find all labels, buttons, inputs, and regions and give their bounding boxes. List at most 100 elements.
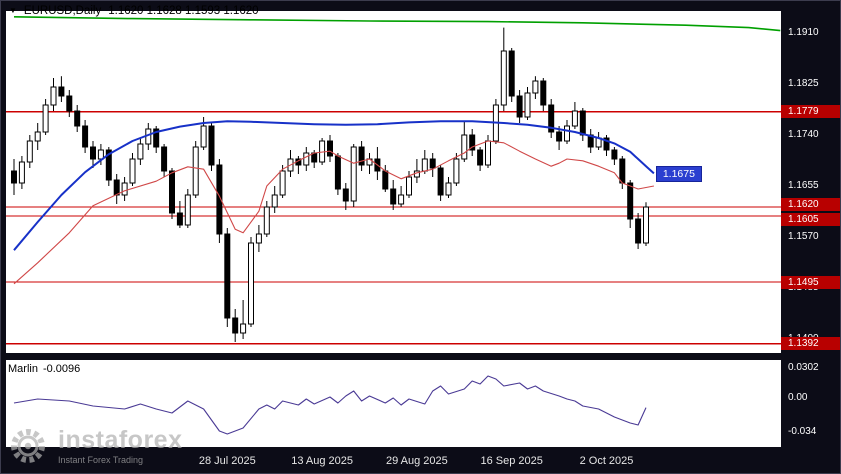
price-scale[interactable]: 1.19101.18251.17401.16551.15701.14851.14…: [781, 1, 840, 473]
candle-body: [26, 140, 33, 163]
candle-body: [342, 188, 349, 202]
candle-body: [445, 182, 452, 196]
date-label: 2 Oct 2025: [579, 455, 634, 467]
candle-body: [232, 317, 239, 334]
candle-body: [421, 158, 428, 172]
price-level-badge: 1.1495: [781, 275, 840, 289]
candle-body: [82, 125, 89, 148]
candle-body: [327, 140, 333, 157]
price-scale-tick: 1.1825: [788, 78, 819, 89]
symbol-dropdown-icon[interactable]: ▼: [9, 6, 17, 15]
candle-body: [66, 95, 73, 112]
candle-body: [532, 80, 539, 94]
candle-body: [643, 206, 649, 244]
candle-body: [240, 323, 247, 334]
candle-body: [34, 131, 41, 142]
candle-body: [453, 158, 460, 184]
red-mid-ma: [13, 140, 655, 285]
indicator-value: -0.0096: [42, 363, 81, 375]
candle-body: [350, 146, 357, 202]
candle-body: [477, 149, 484, 166]
candle-body: [619, 158, 626, 184]
candle-body: [390, 188, 397, 205]
indicator-scale-tick: -0.034: [788, 426, 817, 437]
price-scale-tick: 1.1655: [788, 180, 819, 191]
candle-body: [358, 146, 365, 166]
candle-body: [508, 50, 515, 97]
candle-body: [469, 134, 476, 151]
price-scale-tick: 1.1740: [788, 129, 819, 140]
candle-body: [571, 110, 578, 127]
indicator-panel[interactable]: [6, 360, 781, 447]
price-level-badge: 1.1392: [781, 337, 840, 351]
indicator-label: Marlin -0.0096: [8, 363, 80, 375]
candle-body: [11, 170, 17, 184]
candle-body: [74, 110, 81, 127]
candle-body: [556, 131, 563, 142]
candle-body: [121, 182, 128, 196]
candle-body: [176, 212, 183, 226]
candle-body: [271, 194, 278, 208]
candle-body: [382, 170, 389, 190]
candle-body: [129, 158, 136, 184]
price-level-badge: 1.1779: [781, 105, 840, 119]
candle-body: [90, 146, 96, 160]
candle-body: [334, 155, 341, 190]
candle-body: [627, 182, 634, 220]
candle-body: [500, 50, 507, 106]
price-chart-canvas[interactable]: [6, 11, 781, 353]
candle-body: [437, 167, 444, 196]
candle-body: [603, 137, 610, 151]
candle-body: [516, 95, 523, 118]
date-label: 16 Sep 2025: [480, 455, 543, 467]
candle-body: [184, 194, 191, 226]
time-scale[interactable]: 28 Jul 2025 13 Aug 2025 29 Aug 2025 16 Sep …: [1, 447, 781, 473]
ohlc-values: 1.1620 1.1628 1.1593 1.1620: [108, 5, 259, 17]
candle-body: [406, 176, 412, 196]
main-chart-panel[interactable]: [6, 11, 781, 353]
candle-body: [200, 125, 207, 148]
price-level-badge: 1.1605: [781, 212, 840, 226]
candle-body: [248, 242, 254, 325]
chart-title: ▼ EURUSD,Daily 1.1620 1.1628 1.1593 1.16…: [9, 5, 259, 17]
price-scale-tick: 1.1910: [788, 27, 819, 38]
date-label: 29 Aug 2025: [385, 455, 448, 467]
candle-body: [635, 218, 642, 244]
candle-body: [611, 149, 618, 160]
candle-body: [50, 86, 57, 106]
ma-price-badge: 1.1675: [655, 166, 702, 182]
candle-body: [548, 104, 555, 133]
candle-body: [564, 125, 570, 142]
candle-body: [461, 134, 468, 160]
indicator-scale-tick: 0.0302: [788, 361, 819, 373]
candle-body: [255, 233, 262, 244]
candle-body: [58, 86, 65, 97]
candle-body: [485, 140, 491, 166]
candle-body: [263, 206, 270, 235]
candle-body: [279, 170, 286, 196]
candle-body: [579, 110, 586, 136]
green-trend-line: [13, 16, 781, 32]
candle-body: [169, 170, 175, 214]
blue-long-ma: [13, 120, 655, 251]
marlin-line: [13, 375, 647, 435]
price-scale-tick: 1.1570: [788, 231, 819, 242]
candle-body: [192, 146, 199, 196]
symbol-timeframe-label: EURUSD,Daily: [23, 5, 102, 17]
candle-body: [18, 161, 25, 184]
indicator-scale-tick: 0.00: [788, 392, 808, 403]
candle-body: [161, 146, 168, 172]
candle-body: [153, 128, 160, 148]
candle-body: [303, 152, 310, 166]
price-level-badge: 1.1620: [781, 197, 840, 211]
candle-body: [42, 104, 49, 133]
candle-body: [524, 92, 531, 118]
candle-body: [137, 143, 144, 160]
marlin-canvas[interactable]: [6, 360, 781, 447]
date-label: 13 Aug 2025: [291, 455, 353, 467]
candle-body: [224, 233, 231, 319]
candle-body: [105, 149, 112, 181]
date-label: 28 Jul 2025: [198, 455, 256, 467]
candle-body: [113, 179, 120, 196]
